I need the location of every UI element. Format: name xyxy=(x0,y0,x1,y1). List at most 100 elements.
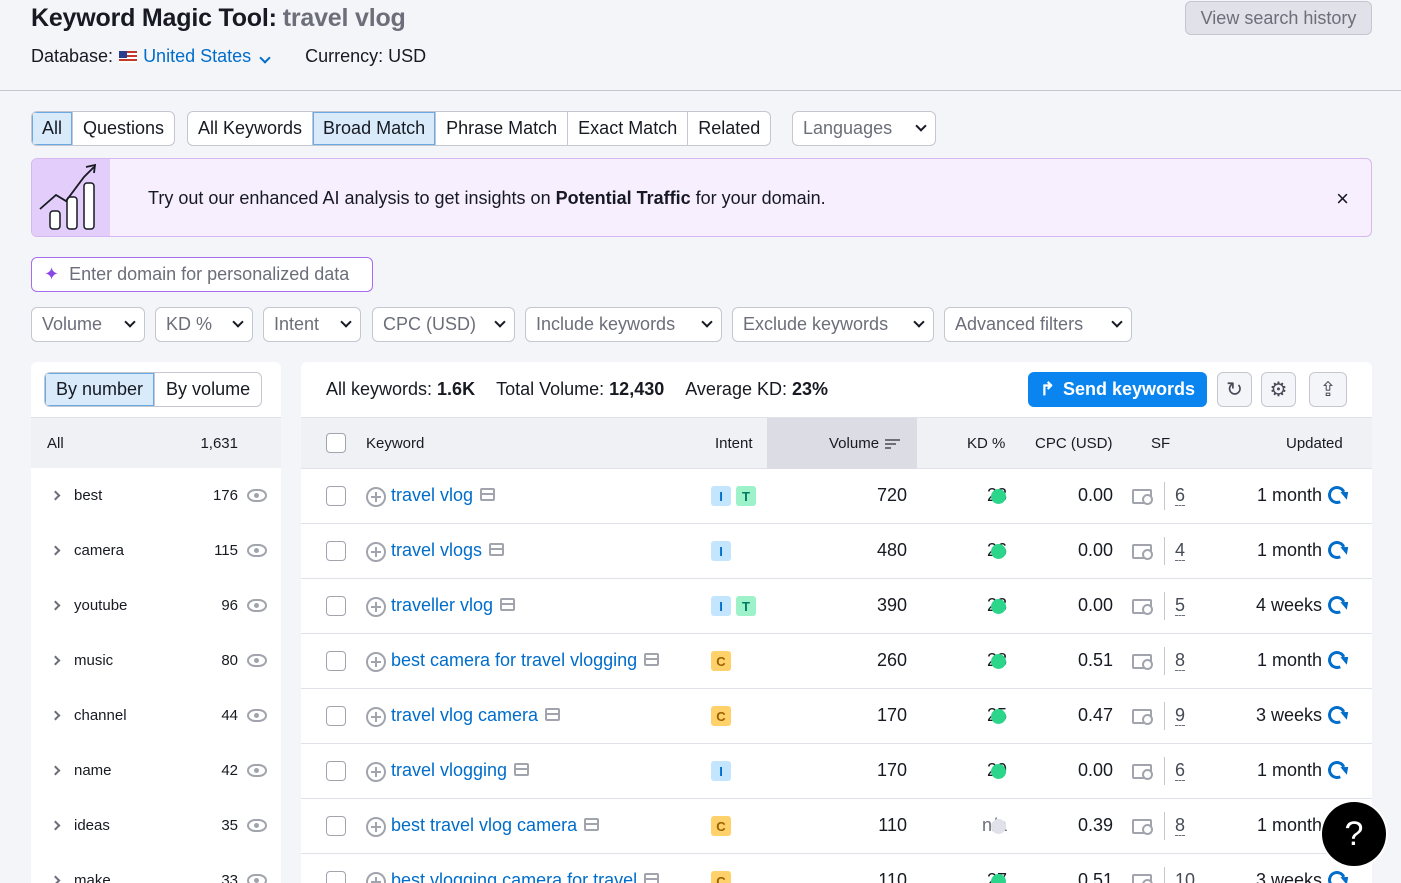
keyword-link[interactable]: travel vlog camera xyxy=(391,705,561,726)
add-to-list-icon[interactable] xyxy=(366,707,386,727)
by-volume-toggle[interactable]: By volume xyxy=(166,379,251,399)
group-item[interactable]: camera 115 xyxy=(31,523,281,578)
keyword-link[interactable]: travel vlogs xyxy=(391,540,505,561)
row-checkbox[interactable] xyxy=(326,816,346,836)
group-item[interactable]: ideas 35 xyxy=(31,798,281,853)
cpc-filter[interactable]: CPC (USD) xyxy=(372,307,515,342)
refresh-icon[interactable] xyxy=(1325,648,1349,672)
serp-features-icon[interactable] xyxy=(1132,544,1153,560)
sf-count[interactable]: 8 xyxy=(1175,650,1186,671)
eye-icon[interactable] xyxy=(247,544,267,557)
column-updated[interactable]: Updated xyxy=(1286,435,1343,452)
row-checkbox[interactable] xyxy=(326,486,346,506)
sf-count[interactable]: 9 xyxy=(1175,705,1186,726)
advanced-filters[interactable]: Advanced filters xyxy=(944,307,1132,342)
serp-preview-icon[interactable] xyxy=(500,597,516,611)
refresh-icon[interactable] xyxy=(1325,483,1349,507)
chevron-right-icon[interactable] xyxy=(50,765,61,776)
column-sf[interactable]: SF xyxy=(1151,435,1171,452)
refresh-icon[interactable] xyxy=(1325,868,1349,883)
column-cpc[interactable]: CPC (USD) xyxy=(1035,435,1113,452)
group-item[interactable]: name 42 xyxy=(31,743,281,798)
serp-features-icon[interactable] xyxy=(1132,599,1153,615)
refresh-icon[interactable] xyxy=(1325,538,1349,562)
view-search-history-button[interactable]: View search history xyxy=(1185,1,1372,35)
serp-features-icon[interactable] xyxy=(1132,489,1153,505)
add-to-list-icon[interactable] xyxy=(366,817,386,837)
add-to-list-icon[interactable] xyxy=(366,487,386,507)
serp-features-icon[interactable] xyxy=(1132,819,1153,835)
group-item[interactable]: youtube 96 xyxy=(31,578,281,633)
intent-filter[interactable]: Intent xyxy=(263,307,361,342)
sf-count[interactable]: 10 xyxy=(1175,870,1195,883)
chevron-right-icon[interactable] xyxy=(50,820,61,831)
serp-preview-icon[interactable] xyxy=(480,487,496,501)
group-item[interactable]: music 80 xyxy=(31,633,281,688)
tab-questions[interactable]: Questions xyxy=(83,118,165,138)
sf-count[interactable]: 6 xyxy=(1175,485,1186,506)
help-button[interactable]: ? xyxy=(1322,802,1386,866)
row-checkbox[interactable] xyxy=(326,706,346,726)
eye-icon[interactable] xyxy=(247,654,267,667)
add-to-list-icon[interactable] xyxy=(366,652,386,672)
row-checkbox[interactable] xyxy=(326,596,346,616)
serp-preview-icon[interactable] xyxy=(489,542,505,556)
chevron-right-icon[interactable] xyxy=(50,490,61,501)
serp-preview-icon[interactable] xyxy=(644,652,660,666)
by-number-toggle[interactable]: By number xyxy=(45,373,156,406)
refresh-button[interactable]: ↻ xyxy=(1217,372,1252,407)
keyword-link[interactable]: travel vlog xyxy=(391,485,496,506)
exclude-keywords-filter[interactable]: Exclude keywords xyxy=(732,307,934,342)
row-checkbox[interactable] xyxy=(326,541,346,561)
sf-count[interactable]: 8 xyxy=(1175,815,1186,836)
chevron-right-icon[interactable] xyxy=(50,655,61,666)
eye-icon[interactable] xyxy=(247,709,267,722)
chevron-right-icon[interactable] xyxy=(50,545,61,556)
add-to-list-icon[interactable] xyxy=(366,542,386,562)
select-all-checkbox[interactable] xyxy=(326,433,346,453)
send-keywords-button[interactable]: ↱ Send keywords xyxy=(1028,372,1207,407)
tab-all[interactable]: All xyxy=(32,112,74,145)
tab-broad-match[interactable]: Broad Match xyxy=(313,112,437,145)
eye-icon[interactable] xyxy=(247,874,267,883)
serp-features-icon[interactable] xyxy=(1132,764,1153,780)
kd-filter[interactable]: KD % xyxy=(155,307,253,342)
serp-preview-icon[interactable] xyxy=(584,817,600,831)
chevron-right-icon[interactable] xyxy=(50,875,61,883)
sf-count[interactable]: 6 xyxy=(1175,760,1186,781)
languages-dropdown[interactable]: Languages xyxy=(792,111,936,146)
tab-phrase-match[interactable]: Phrase Match xyxy=(436,112,569,145)
serp-features-icon[interactable] xyxy=(1132,874,1153,883)
chevron-right-icon[interactable] xyxy=(50,600,61,611)
tab-related[interactable]: Related xyxy=(698,118,761,138)
database-select[interactable]: United States xyxy=(143,46,271,67)
eye-icon[interactable] xyxy=(247,819,267,832)
refresh-icon[interactable] xyxy=(1325,703,1349,727)
volume-filter[interactable]: Volume xyxy=(31,307,145,342)
refresh-icon[interactable] xyxy=(1325,593,1349,617)
column-keyword[interactable]: Keyword xyxy=(366,435,425,452)
serp-features-icon[interactable] xyxy=(1132,654,1153,670)
add-to-list-icon[interactable] xyxy=(366,872,386,883)
serp-preview-icon[interactable] xyxy=(514,762,530,776)
serp-preview-icon[interactable] xyxy=(545,707,561,721)
keyword-link[interactable]: best camera for travel vlogging xyxy=(391,650,660,671)
column-kd[interactable]: KD % xyxy=(967,435,1006,452)
add-to-list-icon[interactable] xyxy=(366,762,386,782)
keyword-link[interactable]: traveller vlog xyxy=(391,595,516,616)
add-to-list-icon[interactable] xyxy=(366,597,386,617)
eye-icon[interactable] xyxy=(247,489,267,502)
group-all[interactable]: All 1,631 xyxy=(31,417,281,468)
refresh-icon[interactable] xyxy=(1325,758,1349,782)
settings-button[interactable]: ⚙ xyxy=(1261,372,1296,407)
serp-preview-icon[interactable] xyxy=(644,872,660,883)
row-checkbox[interactable] xyxy=(326,651,346,671)
chevron-right-icon[interactable] xyxy=(50,710,61,721)
sf-count[interactable]: 4 xyxy=(1175,540,1186,561)
sf-count[interactable]: 5 xyxy=(1175,595,1186,616)
keyword-link[interactable]: travel vlogging xyxy=(391,760,530,781)
eye-icon[interactable] xyxy=(247,599,267,612)
group-item[interactable]: channel 44 xyxy=(31,688,281,743)
tab-all-keywords[interactable]: All Keywords xyxy=(188,112,314,145)
eye-icon[interactable] xyxy=(247,764,267,777)
